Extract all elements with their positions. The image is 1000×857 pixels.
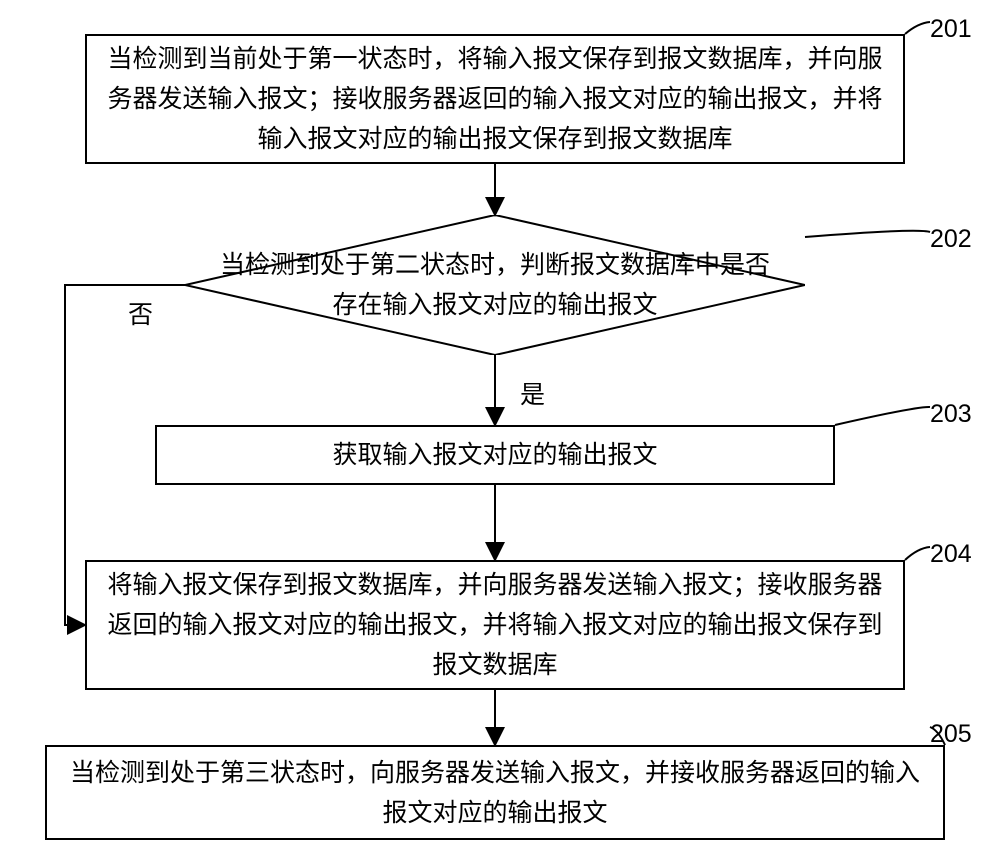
callout-text: 202 (930, 225, 972, 253)
flowchart-node-201: 当检测到当前处于第一状态时，将输入报文保存到报文数据库，并向服务器发送输入报文；… (85, 34, 905, 164)
branch-label-yes: 是 (520, 375, 545, 411)
node-text: 当检测到处于第二状态时，判断报文数据库中是否存在输入报文对应的输出报文 (220, 251, 770, 319)
node-text: 将输入报文保存到报文数据库，并向服务器发送输入报文；接收服务器返回的输入报文对应… (107, 565, 883, 685)
flowchart-node-203: 获取输入报文对应的输出报文 (155, 425, 835, 485)
callout-202: 202 (930, 225, 972, 254)
callout-204: 204 (930, 540, 972, 569)
node-text: 当检测到当前处于第一状态时，将输入报文保存到报文数据库，并向服务器发送输入报文；… (107, 39, 883, 159)
callout-205: 205 (930, 720, 972, 749)
branch-text: 否 (128, 301, 153, 329)
callout-text: 201 (930, 15, 972, 43)
node-text: 获取输入报文对应的输出报文 (332, 435, 657, 475)
callout-text: 205 (930, 720, 972, 748)
node-text: 当检测到处于第三状态时，向服务器发送输入报文，并接收服务器返回的输入报文对应的输… (67, 753, 923, 833)
callout-201: 201 (930, 15, 972, 44)
flowchart-node-204: 将输入报文保存到报文数据库，并向服务器发送输入报文；接收服务器返回的输入报文对应… (85, 560, 905, 690)
flowchart-decision-202: 当检测到处于第二状态时，判断报文数据库中是否存在输入报文对应的输出报文 (185, 215, 805, 355)
callout-text: 204 (930, 540, 972, 568)
branch-label-no: 否 (128, 295, 153, 331)
callout-203: 203 (930, 400, 972, 429)
branch-text: 是 (520, 381, 545, 409)
flowchart-node-205: 当检测到处于第三状态时，向服务器发送输入报文，并接收服务器返回的输入报文对应的输… (45, 745, 945, 840)
callout-text: 203 (930, 400, 972, 428)
